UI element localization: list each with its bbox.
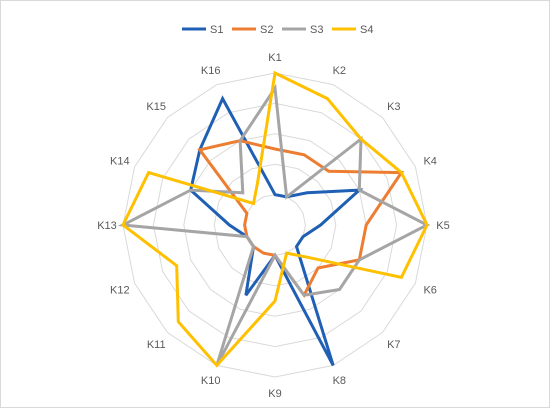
axis-label-k5: K5 bbox=[436, 220, 449, 232]
legend-label-s2: S2 bbox=[260, 24, 273, 36]
grid-ring-3 bbox=[183, 133, 367, 317]
radar-grid bbox=[122, 72, 428, 378]
legend-item-s3: S3 bbox=[282, 24, 323, 36]
axis-label-k16: K16 bbox=[201, 65, 221, 77]
series-layer bbox=[117, 70, 431, 368]
series-line-s3 bbox=[117, 83, 431, 367]
grid-ring-5 bbox=[122, 72, 428, 378]
axis-labels: K1 K2 K3 K4 K5 K6 K7 K8 K9 K10 K11 K12 K13 K14 K15 K16 bbox=[97, 52, 450, 400]
legend-item-s4: S4 bbox=[332, 24, 373, 36]
axis-label-k7: K7 bbox=[387, 339, 400, 351]
axis-label-k14: K14 bbox=[110, 156, 130, 168]
axis-label-k3: K3 bbox=[387, 101, 400, 113]
legend: S1 S2 S3 S4 bbox=[182, 24, 373, 36]
axis-label-k15: K15 bbox=[146, 101, 166, 113]
grid-ring-4 bbox=[152, 102, 398, 348]
axis-label-k12: K12 bbox=[110, 284, 130, 296]
axis-label-k10: K10 bbox=[201, 375, 221, 387]
axis-label-k9: K9 bbox=[268, 388, 281, 400]
axis-label-k11: K11 bbox=[147, 339, 166, 351]
axis-label-k2: K2 bbox=[333, 65, 346, 77]
axis-label-k6: K6 bbox=[423, 284, 436, 296]
series-line-s4 bbox=[121, 70, 429, 368]
legend-label-s4: S4 bbox=[360, 24, 373, 36]
legend-label-s1: S1 bbox=[210, 24, 223, 36]
legend-item-s2: S2 bbox=[232, 24, 273, 36]
axis-label-k8: K8 bbox=[333, 375, 346, 387]
axis-label-k13: K13 bbox=[97, 220, 117, 232]
legend-label-s3: S3 bbox=[310, 24, 323, 36]
axis-label-k4: K4 bbox=[423, 156, 436, 168]
axis-label-k1: K1 bbox=[268, 52, 281, 64]
legend-item-s1: S1 bbox=[182, 24, 223, 36]
